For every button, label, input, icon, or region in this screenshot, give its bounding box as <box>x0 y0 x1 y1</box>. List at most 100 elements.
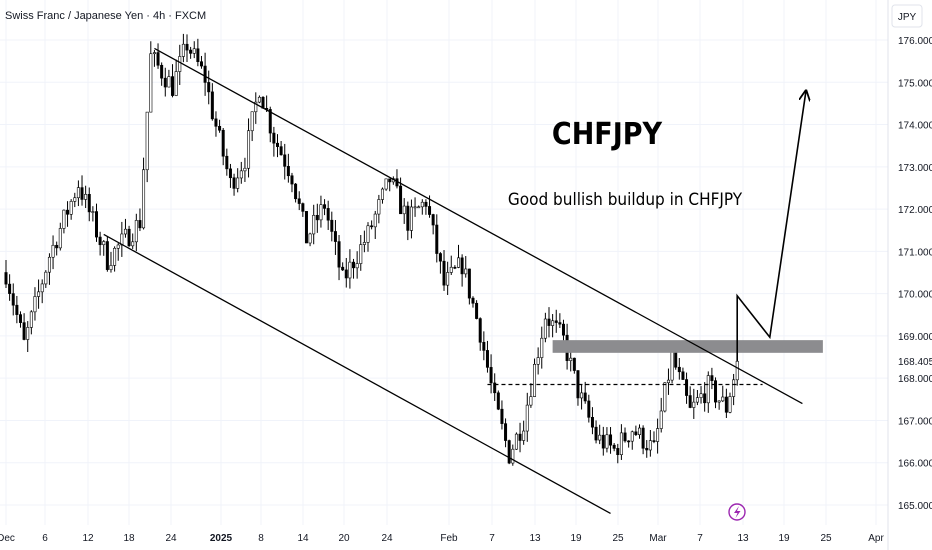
candle-body <box>294 183 298 200</box>
channel-upper-line[interactable] <box>154 47 803 405</box>
candle-body <box>192 48 196 54</box>
candle-body <box>453 266 457 269</box>
time-tick-label: 24 <box>165 533 177 544</box>
candle-body <box>525 404 529 432</box>
resistance-zone[interactable] <box>552 340 823 353</box>
candle-body <box>529 396 533 406</box>
lightning-icon[interactable] <box>728 503 746 521</box>
candle-body <box>543 318 547 339</box>
candle-body <box>156 52 160 66</box>
candle-body <box>598 434 602 441</box>
candle-body <box>279 146 283 156</box>
candle-body <box>558 322 562 325</box>
candle-body <box>66 209 70 215</box>
candle-body <box>221 129 225 157</box>
candle-body <box>685 379 689 396</box>
candle-body <box>98 236 102 246</box>
candle-body <box>489 367 493 384</box>
time-tick-label: 2025 <box>210 533 233 544</box>
candle-body <box>717 400 721 403</box>
candle-body <box>337 241 341 268</box>
candle-body <box>612 444 616 449</box>
candle-body <box>656 428 660 442</box>
candle-body <box>225 155 229 170</box>
candle-body <box>283 154 287 167</box>
candle-body <box>601 434 605 449</box>
drawings <box>103 47 823 515</box>
time-tick-label: Apr <box>868 533 884 544</box>
candle-body <box>239 170 243 179</box>
time-tick-label: Feb <box>440 533 458 544</box>
candle-body <box>467 268 471 299</box>
candle-body <box>44 271 48 285</box>
candle-body <box>388 178 392 183</box>
candle-body <box>319 204 323 221</box>
candle-body <box>706 375 710 404</box>
candle-body <box>76 187 80 199</box>
time-axis[interactable]: Dec 6 12 18 24 2025 8 14 20 24 Feb 7 13 19 25 Mar 7 13 19 2… <box>0 533 884 544</box>
candle-body <box>171 76 175 96</box>
price-axis[interactable]: 165.000 166.000 167.000 168.000 169.000 170.0… <box>898 36 932 512</box>
candle-body <box>616 448 620 455</box>
candle-body <box>724 396 728 413</box>
price-tick-label: 166.000 <box>898 459 932 470</box>
candle-body <box>11 293 15 306</box>
candle-body <box>514 433 518 450</box>
candle-body <box>648 440 652 451</box>
candle-body <box>551 320 555 326</box>
symbol-title: Swiss Franc / Japanese Yen · 4h · FXCM <box>5 10 206 22</box>
candle-body <box>214 118 218 127</box>
candle-body <box>594 426 598 441</box>
candle-body <box>272 132 276 144</box>
candle-body <box>47 256 51 273</box>
candle-body <box>51 244 55 258</box>
candle-body <box>511 448 515 464</box>
forecast-arrow[interactable] <box>736 91 806 362</box>
candle-body <box>634 431 638 435</box>
candle-body <box>449 266 453 273</box>
candle-body <box>26 327 30 340</box>
time-tick-label: 13 <box>737 533 749 544</box>
candle-body <box>485 350 489 368</box>
candle-body <box>399 185 403 215</box>
candle-body <box>40 283 44 293</box>
currency-button[interactable]: JPY <box>891 4 923 28</box>
candle-body <box>692 401 696 408</box>
candle-body <box>236 177 240 189</box>
time-tick-label: Mar <box>649 533 667 544</box>
time-tick-label: 8 <box>258 533 264 544</box>
candle-body <box>62 209 66 229</box>
candle-body <box>113 247 117 266</box>
candle-body <box>384 178 388 190</box>
currency-label: JPY <box>898 12 917 23</box>
candle-body <box>185 43 189 51</box>
candle-body <box>496 392 500 410</box>
candle-body <box>29 311 33 328</box>
price-tick-label: 175.000 <box>898 78 932 89</box>
channel-lower-line[interactable] <box>103 233 611 515</box>
candle-body <box>228 168 232 179</box>
candle-body <box>670 351 674 381</box>
candle-body <box>163 77 167 88</box>
candle-body <box>58 228 62 249</box>
time-tick-label: 13 <box>529 533 541 544</box>
candle-body <box>174 71 178 96</box>
candle-body <box>540 337 544 358</box>
candle-body <box>348 261 352 279</box>
candle-body <box>630 431 634 442</box>
candle-body <box>420 201 424 208</box>
candle-body <box>301 203 305 212</box>
candle-body <box>254 101 258 113</box>
price-tick-label: 173.000 <box>898 163 932 174</box>
candle-body <box>250 111 254 132</box>
candle-body <box>145 111 149 171</box>
candle-body <box>323 204 327 209</box>
candle-body <box>652 440 656 442</box>
candle-body <box>460 257 464 275</box>
candle-body <box>605 434 609 449</box>
candle-body <box>637 427 641 435</box>
candle-body <box>178 56 182 72</box>
candle-body <box>199 61 203 67</box>
